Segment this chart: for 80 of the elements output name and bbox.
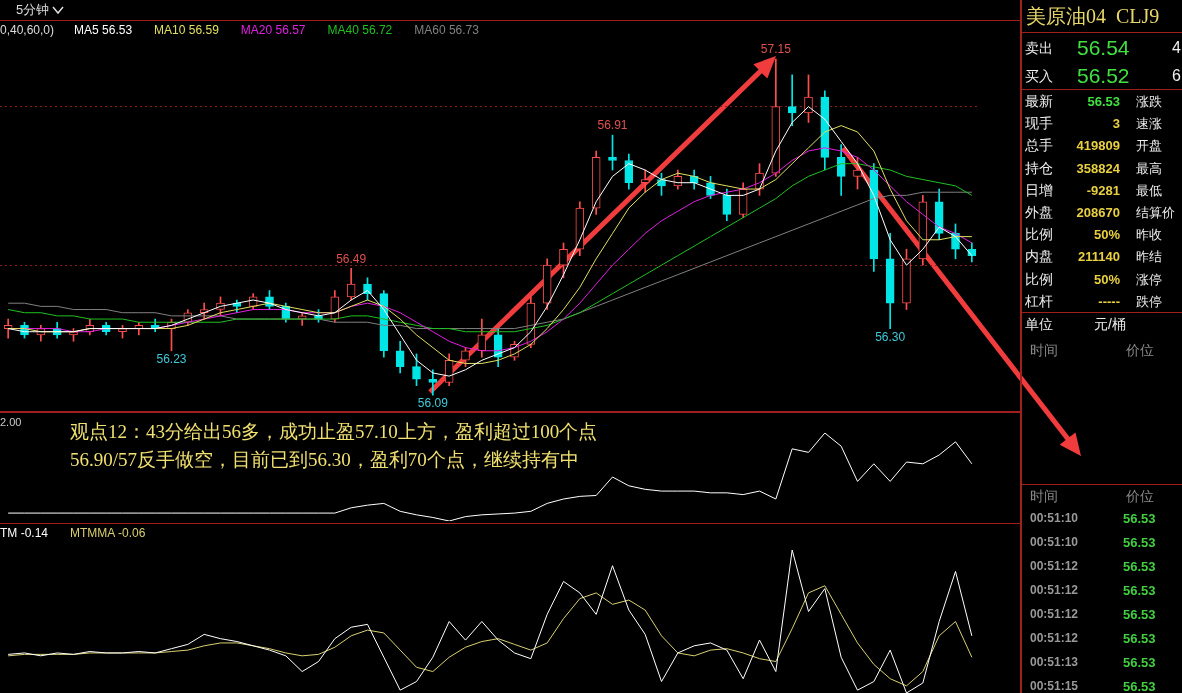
text: 总手 — [1025, 137, 1053, 156]
text: 内盘 — [1025, 248, 1053, 267]
text: 358824 — [1076, 160, 1120, 176]
text: 买入 — [1025, 68, 1053, 86]
text: 涨跌 — [1136, 93, 1162, 111]
annotation: 56.90/57反手做空，目前已到56.30，盈利70个点，继续持有中 — [70, 448, 579, 472]
text: 现手 — [1025, 115, 1053, 134]
text: 56.53 — [1123, 511, 1156, 526]
text: 价位 — [1126, 488, 1154, 506]
text: MA40 56.72 — [327, 23, 393, 37]
text: 00:51:12 — [1030, 631, 1079, 645]
text: MA60 56.73 — [414, 23, 479, 37]
text: 5分钟 — [16, 1, 50, 19]
text: 日增 — [1025, 181, 1053, 200]
text: 00:51:13 — [1030, 655, 1079, 669]
candlestick — [787, 74, 797, 126]
text: 美原油04 CLJ9 — [1026, 4, 1160, 29]
text: 2.00 — [0, 416, 22, 428]
text: 结算价 — [1136, 204, 1175, 222]
text: 卖出 — [1025, 40, 1053, 58]
text: 57.15 — [760, 42, 791, 57]
text: 56.49 — [336, 251, 367, 266]
text: 00:51:15 — [1030, 679, 1079, 693]
text: 211140 — [1078, 249, 1120, 265]
text: 杠杆 — [1025, 292, 1053, 311]
text: MTMMA -0.06 — [70, 526, 146, 540]
candlestick — [428, 369, 438, 396]
candlestick — [3, 318, 13, 339]
text: 元/桶 — [1094, 316, 1126, 334]
text: 56.53 — [1123, 631, 1156, 646]
text: 56.53 — [1123, 679, 1156, 693]
text: 速涨 — [1136, 115, 1162, 134]
text: 价位 — [1126, 342, 1154, 360]
text: 56.91 — [597, 118, 628, 133]
text: ----- — [1098, 293, 1120, 309]
text: 419809 — [1076, 138, 1120, 154]
text: -9281 — [1086, 182, 1120, 198]
text: 56.53 — [1087, 94, 1120, 109]
text: 00:51:12 — [1030, 559, 1079, 573]
text: 最高 — [1136, 159, 1162, 178]
text: 56.53 — [1123, 607, 1156, 622]
text: 3 — [1112, 116, 1120, 132]
text: 最低 — [1136, 181, 1162, 200]
text: MA20 56.57 — [240, 23, 306, 37]
text: 跌停 — [1136, 292, 1162, 311]
text: 外盘 — [1025, 204, 1053, 222]
text: 开盘 — [1136, 137, 1162, 156]
text: 持仓 — [1025, 159, 1053, 178]
text: TM -0.14 — [0, 526, 49, 540]
text: 时间 — [1030, 488, 1058, 506]
text: 4 — [1172, 39, 1181, 57]
text: 00:51:12 — [1030, 607, 1079, 621]
text: 涨停 — [1136, 270, 1162, 289]
text: 00:51:10 — [1030, 511, 1079, 525]
text: 时间 — [1030, 342, 1058, 360]
text: 50% — [1093, 271, 1120, 287]
text: 50% — [1093, 227, 1120, 243]
text: 最新 — [1025, 93, 1053, 111]
text: 56.52 — [1077, 64, 1130, 88]
text: 00:51:12 — [1030, 583, 1079, 597]
text: 比例 — [1025, 226, 1053, 245]
text: 比例 — [1025, 270, 1053, 289]
text: 56.53 — [1123, 583, 1156, 598]
text: MA10 56.59 — [154, 23, 219, 37]
annotation: 观点12：43分给出56多，成功止盈57.10上方，盈利超过100个点 — [70, 420, 598, 444]
text: 56.30 — [875, 329, 906, 344]
text: 56.53 — [1123, 655, 1156, 670]
text: 昨收 — [1136, 226, 1162, 245]
text: 00:51:10 — [1030, 535, 1079, 549]
text: 56.53 — [1123, 559, 1156, 574]
text: MA5 56.53 — [74, 23, 133, 37]
text: 56.54 — [1077, 36, 1130, 60]
text: 56.53 — [1123, 535, 1156, 550]
text: 昨结 — [1136, 248, 1162, 267]
text: 208670 — [1076, 205, 1120, 220]
text: 56.09 — [417, 396, 448, 411]
text: 单位 — [1025, 316, 1053, 334]
text: 6 — [1172, 67, 1181, 85]
legend-title: 0,40,60,0) — [0, 23, 55, 37]
text: 56.23 — [156, 352, 187, 367]
